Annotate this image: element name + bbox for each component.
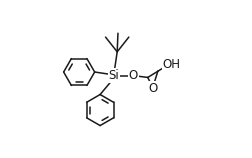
- Text: O: O: [147, 82, 157, 95]
- Text: OH: OH: [162, 58, 180, 71]
- Text: Si: Si: [108, 69, 119, 82]
- Text: O: O: [128, 69, 138, 82]
